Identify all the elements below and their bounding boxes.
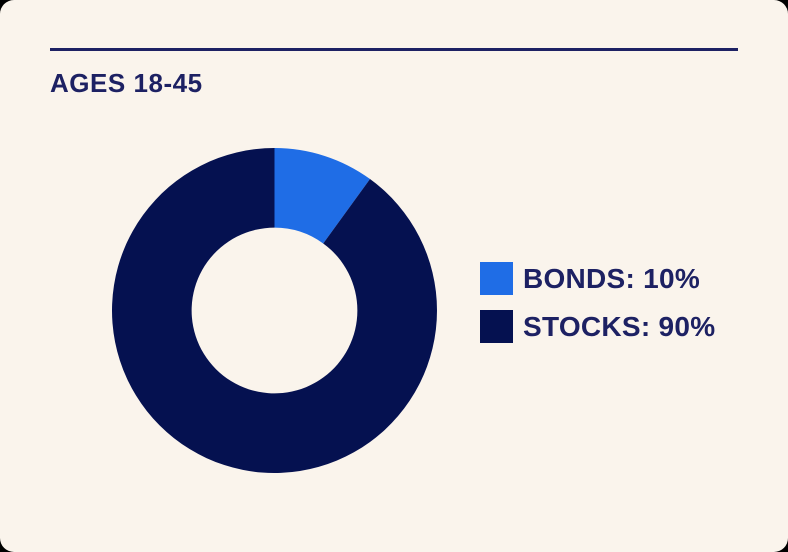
donut-segment-stocks — [112, 148, 437, 473]
legend-swatch-bonds — [480, 262, 513, 295]
legend-label-bonds: BONDS: 10% — [523, 262, 701, 294]
chart-legend: BONDS: 10% STOCKS: 90% — [480, 262, 715, 343]
donut-segment-bonds — [274, 148, 371, 244]
chart-title: AGES 18-45 — [50, 68, 203, 98]
legend-item-bonds: BONDS: 10% — [480, 262, 715, 295]
top-rule — [50, 48, 738, 51]
donut-chart — [112, 148, 437, 473]
legend-swatch-stocks — [480, 310, 513, 343]
legend-item-stocks: STOCKS: 90% — [480, 310, 715, 343]
legend-label-stocks: STOCKS: 90% — [523, 310, 716, 342]
